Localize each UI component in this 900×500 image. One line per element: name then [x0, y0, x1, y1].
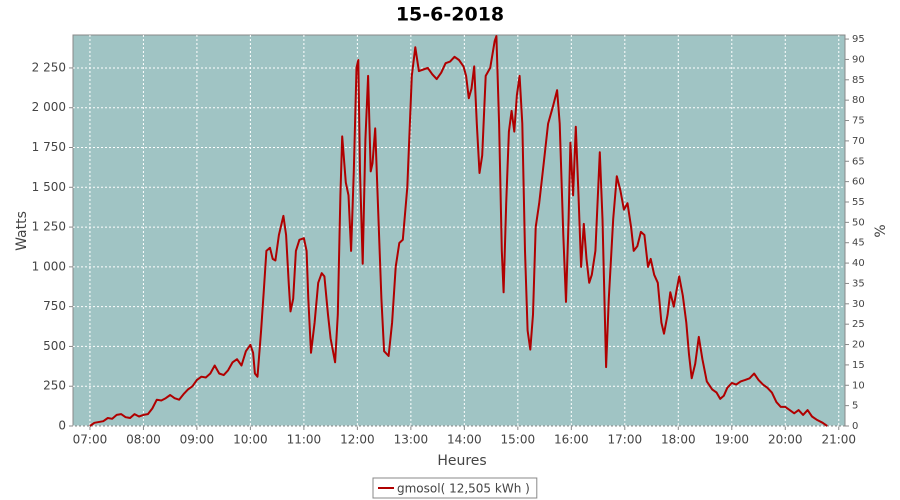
y2-tick-label: 90: [852, 54, 865, 65]
y-tick-label: 500: [43, 339, 66, 353]
y-tick-label: 2 250: [32, 60, 66, 74]
y2-tick-label: 20: [852, 340, 865, 351]
y2-axis-label: %: [873, 224, 889, 237]
legend-box: [372, 477, 538, 499]
y2-tick-label: 5: [852, 401, 858, 412]
y2-tick-label: 60: [852, 177, 865, 188]
x-tick-label: 12:00: [340, 433, 375, 447]
y-tick-label: 1 750: [32, 140, 66, 154]
y2-tick-label: 25: [852, 319, 865, 330]
x-axis-label: Heures: [437, 453, 486, 469]
y2-tick-label: 15: [852, 360, 865, 371]
y-tick-label: 250: [43, 379, 66, 393]
y-tick-label: 750: [43, 299, 66, 313]
x-tick-label: 15:00: [501, 433, 536, 447]
y2-tick-label: 95: [852, 34, 865, 45]
y2-tick-label: 35: [852, 278, 865, 289]
y2-tick-label: 45: [852, 238, 865, 249]
y-tick-label: 0: [58, 419, 66, 433]
y-tick-label: 1 000: [32, 259, 66, 273]
line-series: [89, 35, 828, 427]
y2-tick-label: 55: [852, 197, 865, 208]
y2-tick-label: 10: [852, 380, 865, 391]
y2-tick-label: 75: [852, 116, 865, 127]
y2-tick-label: 80: [852, 95, 865, 106]
y-tick-label: 2 000: [32, 100, 66, 114]
x-tick-label: 16:00: [554, 433, 589, 447]
y-axis-label: Watts: [14, 211, 30, 251]
y-tick-label: 1 500: [32, 180, 66, 194]
legend-label: gmosol( 12,505 kWh ): [397, 482, 530, 496]
y2-tick-label: 40: [852, 258, 865, 269]
x-tick-label: 13:00: [394, 433, 429, 447]
x-tick-label: 19:00: [714, 433, 749, 447]
x-tick-label: 07:00: [73, 433, 108, 447]
y-tick-label: 1 250: [32, 220, 66, 234]
y2-tick-label: 0: [852, 421, 858, 432]
x-tick-label: 10:00: [233, 433, 268, 447]
x-tick-label: 17:00: [608, 433, 643, 447]
x-tick-label: 08:00: [126, 433, 161, 447]
x-tick-label: 21:00: [821, 433, 856, 447]
chart-title: 15-6-2018: [396, 4, 504, 26]
y2-tick-label: 70: [852, 136, 865, 147]
plot-area: [72, 34, 846, 427]
y2-tick-label: 65: [852, 156, 865, 167]
x-tick-label: 11:00: [287, 433, 322, 447]
x-tick-label: 20:00: [768, 433, 803, 447]
y2-tick-label: 30: [852, 299, 865, 310]
x-tick-label: 14:00: [447, 433, 482, 447]
y2-tick-label: 85: [852, 75, 865, 86]
x-tick-label: 18:00: [661, 433, 696, 447]
y2-tick-label: 50: [852, 217, 865, 228]
x-tick-label: 09:00: [180, 433, 215, 447]
